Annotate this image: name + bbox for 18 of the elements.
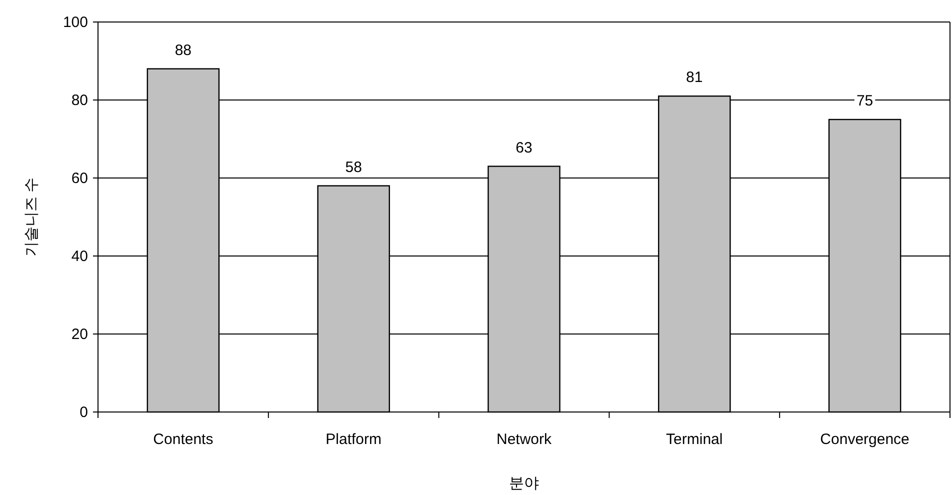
y-tick-label: 100 xyxy=(62,14,88,31)
x-tick-label: Network xyxy=(496,431,552,448)
x-tick-label: Convergence xyxy=(820,431,910,448)
y-tick-label: 40 xyxy=(71,248,88,265)
y-tick-label: 0 xyxy=(80,404,88,421)
data-label: 88 xyxy=(174,42,192,59)
data-label: 63 xyxy=(516,139,532,156)
x-axis-title: 분야 xyxy=(509,475,539,492)
y-tick-label: 20 xyxy=(71,326,88,343)
data-label: 75 xyxy=(856,92,874,110)
x-tick-label: Platform xyxy=(326,431,382,448)
y-axis-title: 기술니즈 수 xyxy=(23,177,40,257)
y-tick-label: 80 xyxy=(71,92,88,109)
x-tick-label: Terminal xyxy=(666,431,723,448)
x-tick-label: Contents xyxy=(153,431,214,448)
y-tick-label: 60 xyxy=(71,170,88,187)
data-label: 58 xyxy=(345,158,362,176)
data-label: 81 xyxy=(686,69,703,86)
